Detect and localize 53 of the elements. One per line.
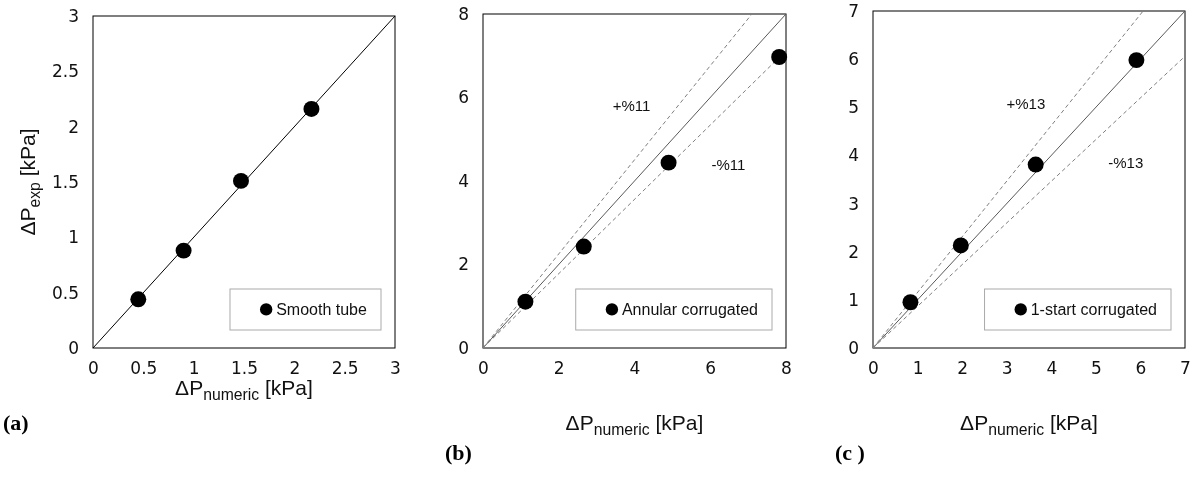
- annotation: +%13: [1006, 94, 1046, 112]
- y-tick-label: 2: [458, 254, 469, 275]
- y-tick-label: 5: [848, 97, 859, 118]
- x-tick-label: 0.5: [130, 358, 158, 379]
- y-tick-label: 0: [458, 337, 469, 358]
- x-tick-label: 5: [1090, 358, 1102, 379]
- x-axis-title: ΔP$_{numeric}$ [kPa]: [175, 376, 313, 403]
- y-tick-label: 0: [68, 337, 79, 358]
- x-tick-label: 2.5: [331, 358, 359, 379]
- y-tick-label: 1: [68, 227, 79, 248]
- x-tick-label: 4: [1046, 358, 1058, 379]
- x-tick-label: 8: [781, 358, 792, 379]
- y-tick-label: 7: [848, 0, 859, 21]
- text: (c ): [835, 440, 865, 465]
- y-tick-label: 2: [848, 241, 859, 262]
- x-axis-title: ΔP$_{numeric}$ [kPa]: [960, 411, 1098, 438]
- y-tick-label: 1: [848, 289, 859, 310]
- x-tick-label: 1: [188, 358, 200, 379]
- x-tick-label: 7: [1180, 358, 1191, 379]
- legend-label: Smooth tube: [276, 301, 367, 318]
- text: (a): [3, 410, 29, 435]
- y-tick-label: 0.5: [51, 282, 79, 303]
- y-tick-label: 4: [848, 145, 859, 166]
- y-tick-label: 3: [68, 5, 79, 26]
- y-tick-label: 2.5: [51, 61, 79, 82]
- y-tick-label: 0: [848, 337, 859, 358]
- y-tick-label: 6: [458, 87, 469, 108]
- x-tick-label: 0: [478, 358, 489, 379]
- x-tick-label: 0: [88, 358, 99, 379]
- x-tick-label: 2: [957, 358, 969, 379]
- x-tick-label: 4: [629, 358, 641, 379]
- text: (b): [445, 440, 472, 465]
- y-tick-label: 8: [458, 3, 469, 24]
- legend-label: Annular corrugated: [621, 301, 758, 318]
- x-tick-label: 3: [1001, 358, 1013, 379]
- y-tick-label: 4: [458, 170, 469, 191]
- x-tick-label: 0: [868, 358, 879, 379]
- x-axis-title: ΔP$_{numeric}$ [kPa]: [565, 411, 704, 438]
- x-tick-label: 2: [553, 358, 565, 379]
- y-tick-label: 1.5: [51, 171, 79, 192]
- x-tick-label: 6: [705, 358, 717, 379]
- x-tick-label: 6: [1135, 358, 1147, 379]
- annotation: +%11: [612, 97, 651, 115]
- x-tick-label: 1.5: [230, 358, 259, 379]
- annotation: -%13: [1108, 153, 1144, 171]
- annotation: -%11: [711, 155, 746, 173]
- x-tick-label: 3: [390, 358, 401, 379]
- x-tick-label: 1: [912, 358, 924, 379]
- y-tick-label: 6: [848, 49, 859, 70]
- legend-label: 1-start corrugated: [1030, 301, 1157, 318]
- y-tick-label: 2: [68, 116, 79, 137]
- x-tick-label: 2: [289, 358, 301, 379]
- y-tick-label: 3: [848, 193, 859, 214]
